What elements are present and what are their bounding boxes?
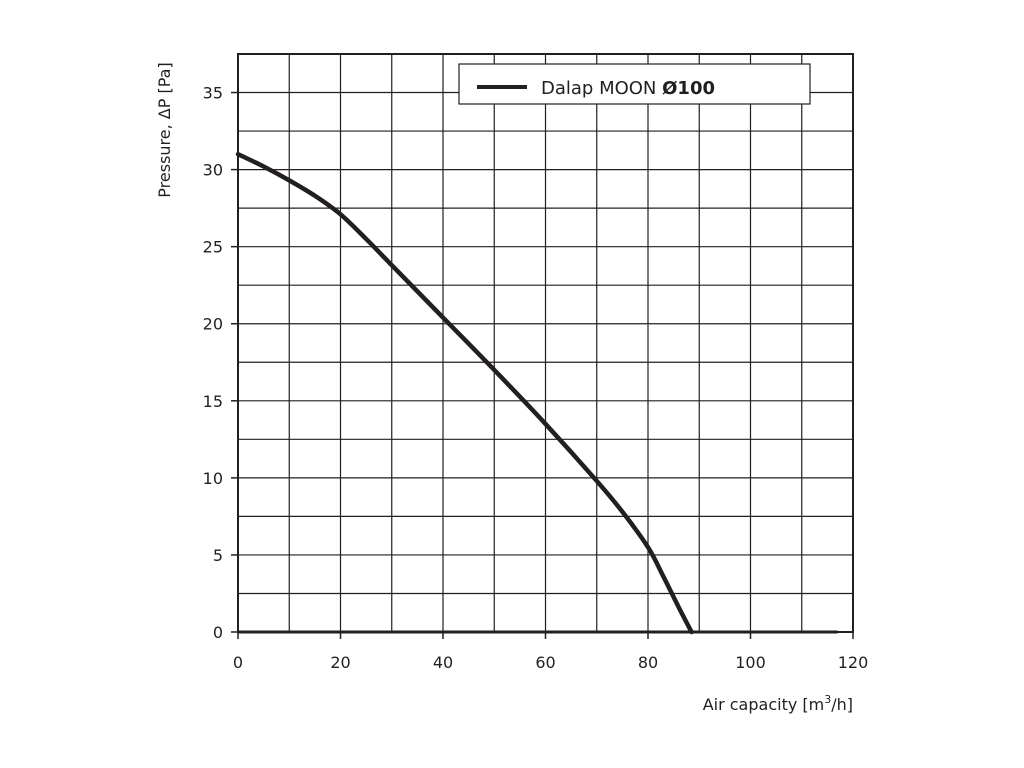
y-tick-label: 0	[213, 623, 223, 642]
legend-box	[458, 63, 811, 105]
x-tick-label: 100	[735, 653, 766, 672]
x-tick-label: 60	[535, 653, 555, 672]
x-tick-label: 20	[330, 653, 350, 672]
x-tick-label: 80	[638, 653, 658, 672]
y-tick-label: 15	[203, 392, 223, 411]
series-line	[235, 151, 694, 635]
x-axis-title: Air capacity [m3/h]	[703, 693, 853, 714]
legend-label-size: Ø100	[662, 78, 715, 99]
x-axis-title-end: /h]	[831, 695, 853, 714]
series-layer	[235, 151, 838, 635]
y-tick-label: 35	[203, 84, 223, 103]
y-tick-label: 5	[213, 546, 223, 565]
x-tick-label: 0	[233, 653, 243, 672]
y-axis-title: Pressure, ΔP [Pa]	[155, 62, 174, 197]
legend: Dalap MOON Ø100	[458, 63, 811, 105]
legend-label-name: Dalap MOON	[541, 78, 662, 99]
grid-lines	[238, 54, 853, 632]
tick-labels: 0 20 40 60 80 100 120 0 5 10 15 20 25 30 35	[203, 84, 869, 672]
legend-label: Dalap MOON Ø100	[541, 78, 715, 99]
y-tick-label: 30	[203, 161, 223, 180]
y-tick-label: 10	[203, 469, 223, 488]
x-tick-label: 120	[838, 653, 869, 672]
y-tick-label: 20	[203, 315, 223, 334]
y-tick-label: 25	[203, 238, 223, 257]
x-axis-title-sup: 3	[824, 693, 831, 706]
x-axis-title-main: Air capacity [m	[703, 695, 825, 714]
x-tick-label: 40	[433, 653, 453, 672]
